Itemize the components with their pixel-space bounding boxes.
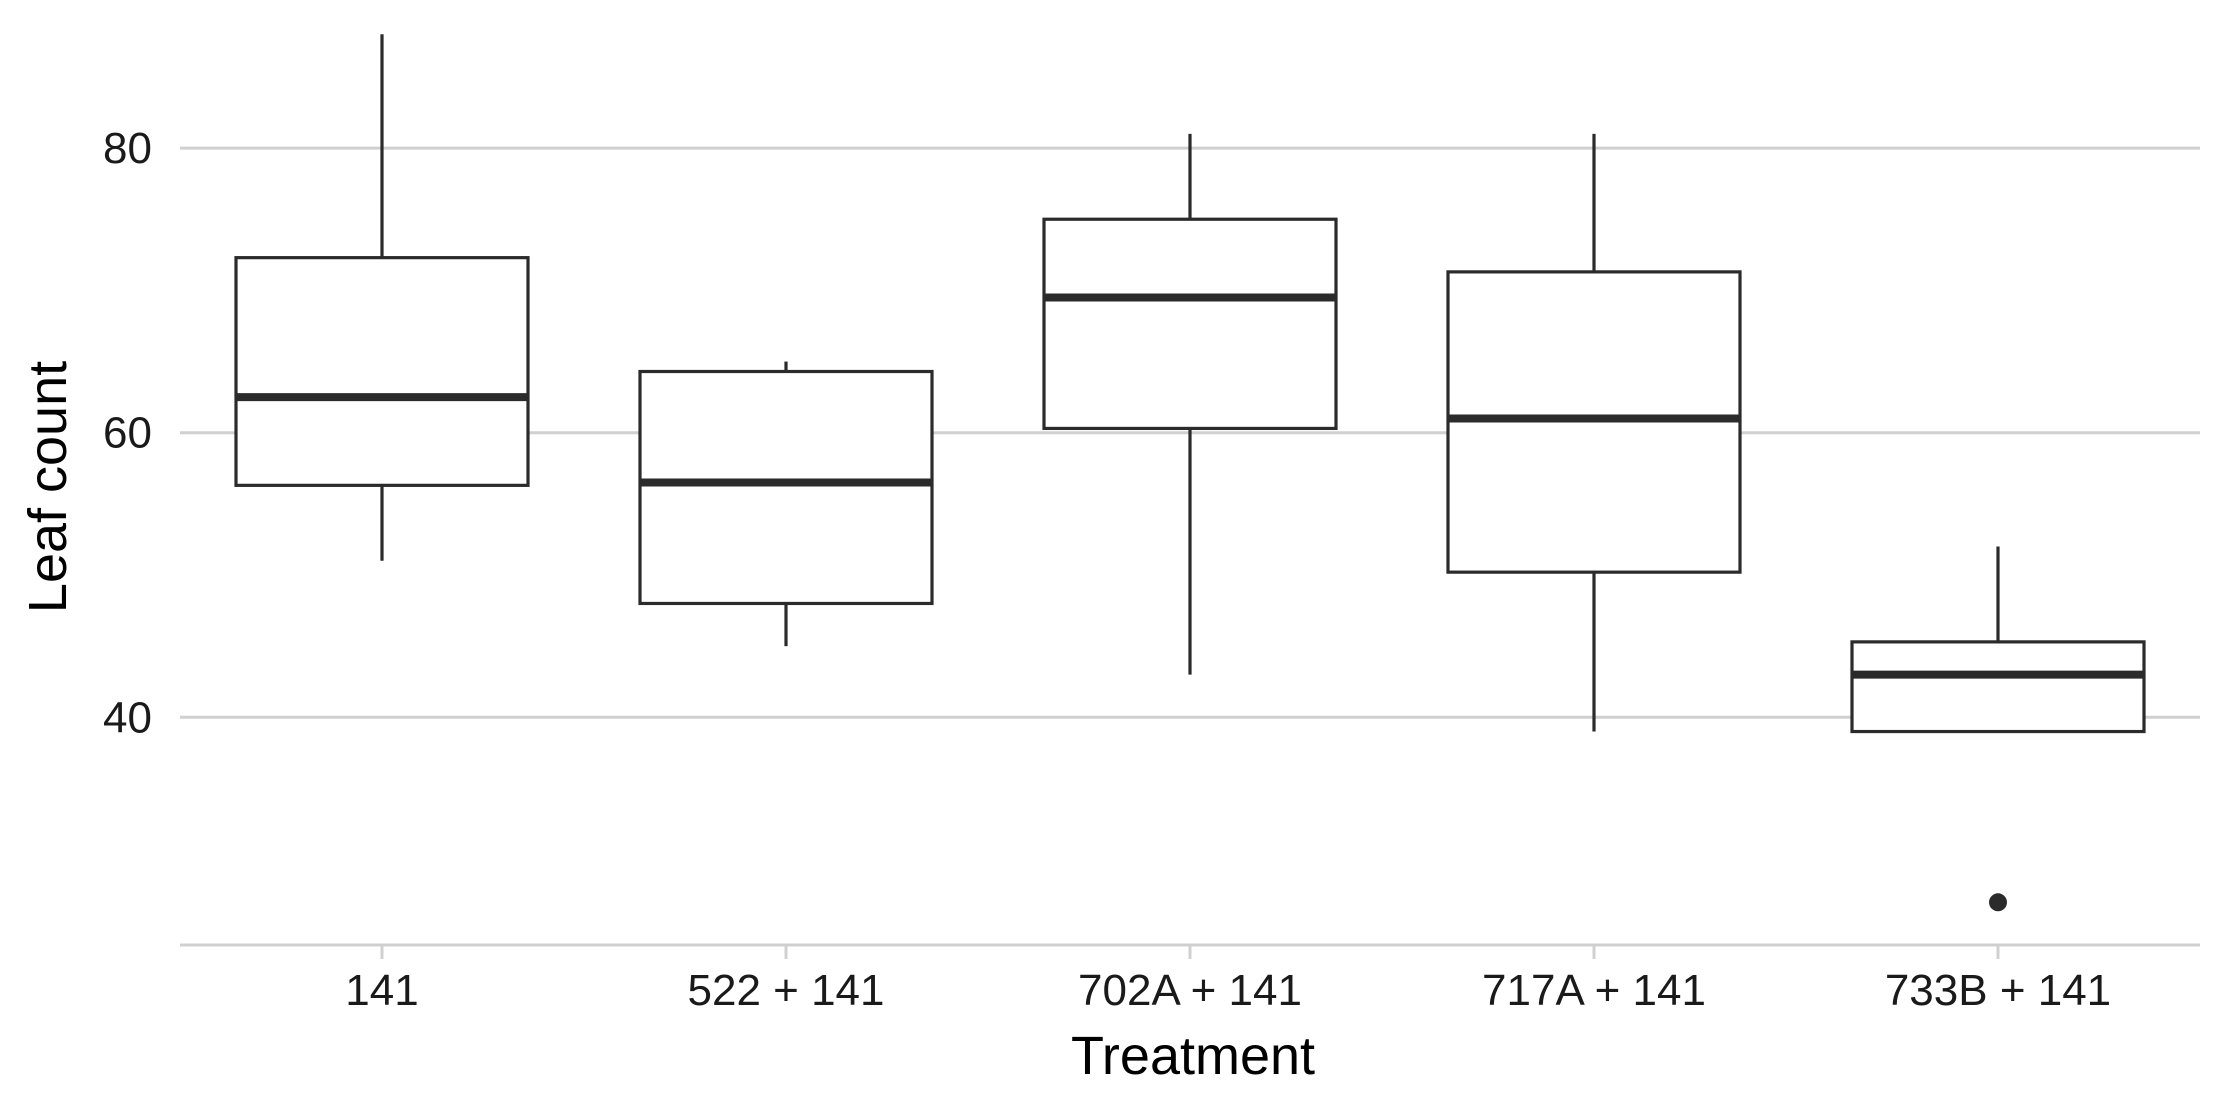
y-tick-label: 40 [103, 693, 152, 742]
x-tick-label: 702A + 141 [1078, 966, 1302, 1015]
box-5 [1850, 546, 2146, 912]
box-3 [1042, 133, 1338, 675]
box-1 [234, 34, 530, 561]
box-2 [638, 361, 934, 647]
y-axis-title: Leaf count [18, 361, 78, 613]
x-tick-label: 733B + 141 [1885, 966, 2111, 1015]
x-tick-labels: 141 522 + 141 702A + 141 717A + 141 733B + 1… [345, 966, 2111, 1015]
y-tick-label: 80 [103, 124, 152, 173]
x-tick-label: 717A + 141 [1482, 966, 1706, 1015]
iqr-box [234, 256, 530, 487]
box-4 [1446, 133, 1742, 732]
outlier-point [1989, 893, 2007, 912]
iqr-box [1042, 217, 1338, 431]
boxes [234, 34, 2146, 912]
x-axis-title: Treatment [1071, 1026, 1315, 1086]
x-tick-label: 141 [345, 966, 418, 1015]
iqr-box [1850, 640, 2146, 734]
x-axis [180, 943, 2200, 959]
y-tick-label: 60 [103, 409, 152, 458]
x-tick-label: 522 + 141 [688, 966, 885, 1015]
iqr-box [638, 369, 934, 606]
y-tick-labels: 40 60 80 [103, 124, 152, 742]
